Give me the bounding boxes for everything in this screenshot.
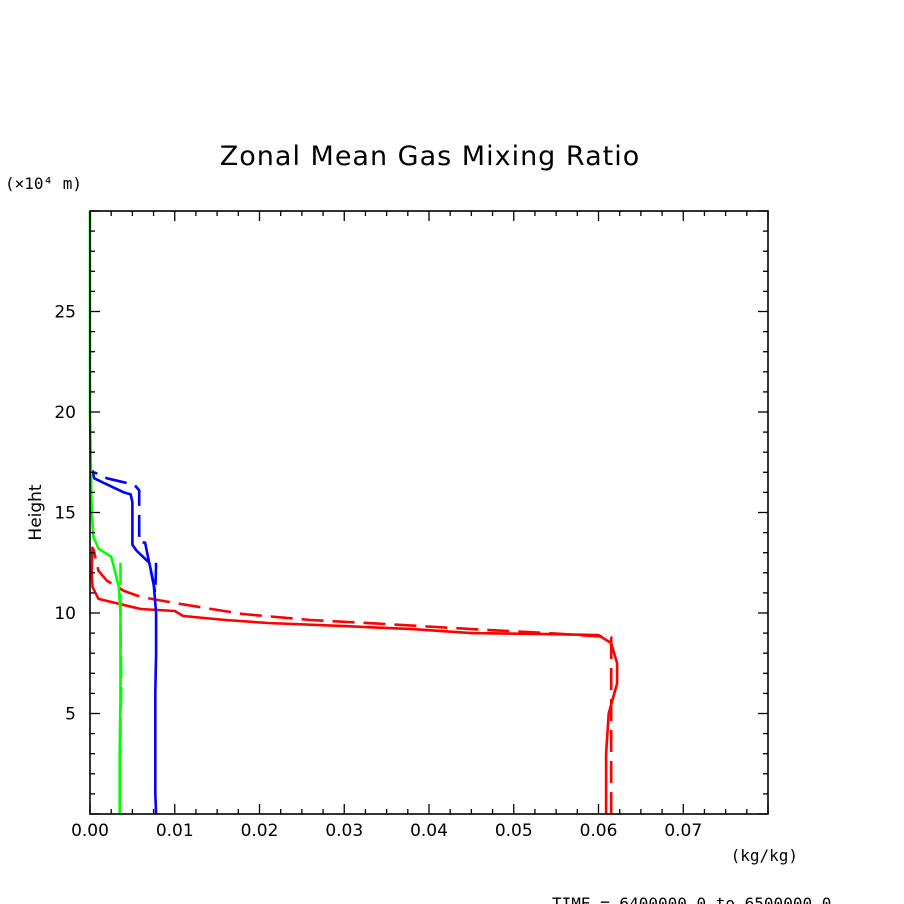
x-tick-label: 0.02 [241, 821, 279, 841]
x-tick-label: 0.06 [580, 821, 618, 841]
y-axis-unit: (×10⁴ m) [5, 174, 82, 193]
series-layer [88, 211, 619, 815]
y-axis-label: Height [26, 484, 46, 541]
series-line-4 [93, 471, 158, 595]
time-range-footer: TIME = 6400000.0 to 6500000.0 [552, 894, 831, 904]
y-tick-label: 25 [54, 303, 76, 323]
y-tick-label: 10 [54, 604, 76, 624]
x-tick-label: 0.03 [325, 821, 363, 841]
x-tick-label: 0.07 [664, 821, 702, 841]
plot-frame [89, 210, 769, 815]
series-line-2 [92, 548, 613, 814]
x-tick-label: 0.05 [495, 821, 533, 841]
x-tick-label: 0.00 [71, 821, 109, 841]
y-tick-label: 5 [65, 705, 76, 725]
series-line-1 [90, 546, 619, 814]
chart-title: Zonal Mean Gas Mixing Ratio [220, 141, 640, 172]
axes-layer: 0.00 0.01 0.02 0.03 0.04 0.05 0.06 0.07 5 10 15 20 2… [54, 210, 769, 841]
x-axis-unit: (kg/kg) [731, 846, 798, 865]
x-tick-label: 0.01 [156, 821, 194, 841]
y-tick-label: 20 [54, 403, 76, 423]
series-line-6 [119, 562, 123, 754]
series-line-3 [91, 470, 158, 815]
x-tick-label: 0.04 [410, 821, 448, 841]
y-tick-label: 15 [54, 504, 76, 524]
